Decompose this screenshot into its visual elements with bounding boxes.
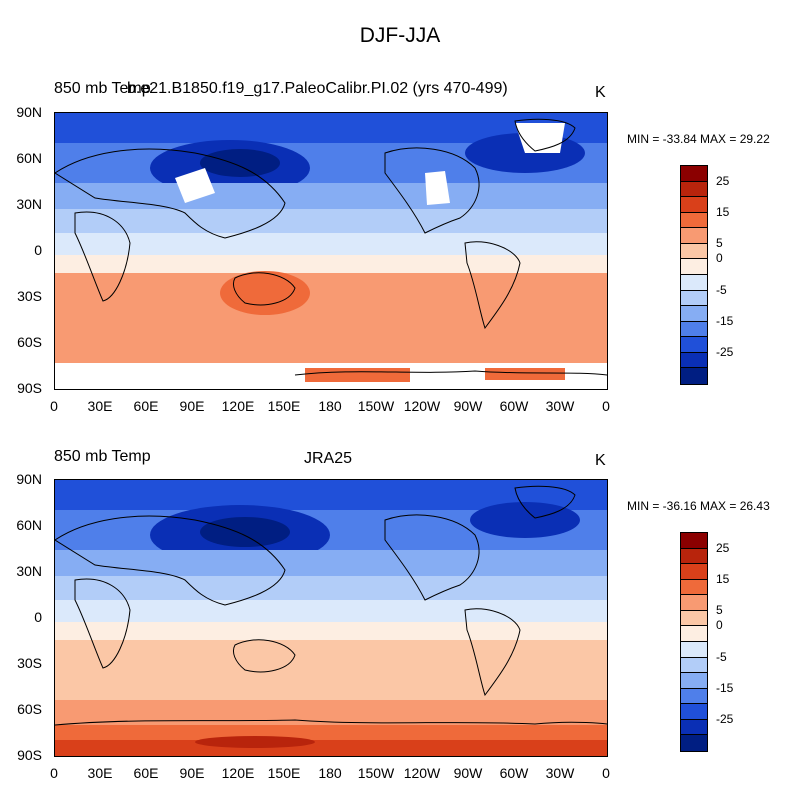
colorbar-swatch [681, 595, 707, 611]
colorbar-tick-label: -5 [716, 282, 727, 297]
colorbar-swatch [681, 181, 707, 198]
colorbar-tick-label: -15 [716, 680, 734, 695]
longitude-label: 0 [50, 398, 58, 414]
colorbar-swatch [681, 337, 707, 353]
latitude-label: 60N [16, 517, 42, 533]
panel-bottom-center-label: JRA25 [304, 450, 353, 467]
colorbar-tick-label: 15 [716, 571, 730, 586]
colorbar-swatch [681, 610, 707, 627]
colorbar-swatch [681, 243, 707, 260]
colorbar-swatch [681, 719, 707, 736]
longitude-label: 90E [179, 765, 205, 781]
colorbar-swatch [681, 368, 707, 384]
latitude-label: 0 [34, 242, 42, 258]
panel-top-left-label: 850 mb Temp [54, 80, 151, 97]
latitude-label: 90N [16, 104, 42, 120]
longitude-label: 150E [267, 765, 301, 781]
colorbar-swatch [681, 564, 707, 580]
colorbar-swatch [681, 548, 707, 565]
colorbar-tick-label: 0 [716, 251, 723, 266]
longitude-label: 0 [602, 398, 610, 414]
longitude-label: 150W [357, 398, 395, 414]
longitude-label: 60W [499, 398, 529, 414]
colorbar-swatch [681, 321, 707, 338]
longitude-label: 180 [318, 765, 342, 781]
longitude-label: 60W [499, 765, 529, 781]
panel-bottom-map [54, 479, 608, 757]
colorbar-tick-label: 5 [716, 602, 723, 617]
longitude-label: 90E [179, 398, 205, 414]
colorbar-tick-label: 25 [716, 540, 730, 555]
latitude-label: 60S [17, 334, 42, 350]
longitude-label: 150W [357, 765, 395, 781]
colorbar-tick-label: 0 [716, 618, 723, 633]
panel-top-map [54, 112, 608, 390]
colorbar-swatch [681, 352, 707, 369]
colorbar-swatch [681, 306, 707, 322]
colorbar-swatch [681, 212, 707, 229]
longitude-label: 60E [133, 398, 159, 414]
longitude-label: 120E [221, 398, 255, 414]
colorbar-swatch [681, 274, 707, 291]
colorbar-swatch [681, 657, 707, 674]
colorbar-swatch [681, 704, 707, 720]
longitude-label: 120W [403, 765, 441, 781]
colorbar-swatch [681, 626, 707, 642]
longitude-label: 180 [318, 398, 342, 414]
latitude-label: 90S [17, 747, 42, 763]
longitude-label: 30W [545, 398, 575, 414]
longitude-label: 120W [403, 398, 441, 414]
latitude-label: 30N [16, 196, 42, 212]
colorbar-swatch [681, 688, 707, 705]
longitude-label: 30E [87, 765, 113, 781]
colorbar-swatch [681, 641, 707, 658]
colorbar-tick-label: 5 [716, 235, 723, 250]
colorbar-swatch [681, 259, 707, 275]
latitude-label: 30N [16, 563, 42, 579]
panel-top-center-label: b.e21.B1850.f19_g17.PaleoCalibr.PI.02 (y… [127, 80, 508, 97]
longitude-label: 60E [133, 765, 159, 781]
panel-top-units: K [595, 84, 606, 101]
colorbar-tick-label: -15 [716, 313, 734, 328]
colorbar-swatch [681, 228, 707, 244]
colorbar-tick-label: 25 [716, 173, 730, 188]
colorbar-tick-label: 15 [716, 204, 730, 219]
latitude-label: 60S [17, 701, 42, 717]
colorbar-tick-label: -25 [716, 344, 734, 359]
colorbar-swatch [681, 673, 707, 689]
latitude-label: 30S [17, 288, 42, 304]
latitude-label: 90N [16, 471, 42, 487]
colorbar-swatch [681, 166, 707, 182]
colorbar-tick-label: -5 [716, 649, 727, 664]
latitude-label: 30S [17, 655, 42, 671]
longitude-label: 90W [453, 398, 483, 414]
panel-bottom-units: K [595, 452, 606, 469]
colorbar-swatch [681, 290, 707, 307]
colorbar-swatch [681, 735, 707, 751]
longitude-label: 0 [50, 765, 58, 781]
latitude-label: 0 [34, 609, 42, 625]
longitude-label: 120E [221, 765, 255, 781]
latitude-label: 90S [17, 380, 42, 396]
colorbar-swatch [681, 197, 707, 213]
figure-title: DJF-JJA [359, 24, 441, 47]
colorbar-tick-label: -25 [716, 711, 734, 726]
panel-top-minmax: MIN = -33.84 MAX = 29.22 [627, 132, 770, 146]
longitude-label: 150E [267, 398, 301, 414]
panel-bottom-colorbar [680, 532, 708, 752]
longitude-label: 30E [87, 398, 113, 414]
longitude-label: 90W [453, 765, 483, 781]
longitude-label: 0 [602, 765, 610, 781]
panel-bottom-left-label: 850 mb Temp [54, 448, 151, 465]
colorbar-swatch [681, 579, 707, 596]
latitude-label: 60N [16, 150, 42, 166]
panel-bottom-minmax: MIN = -36.16 MAX = 26.43 [627, 499, 770, 513]
panel-top-colorbar [680, 165, 708, 385]
colorbar-swatch [681, 533, 707, 549]
longitude-label: 30W [545, 765, 575, 781]
